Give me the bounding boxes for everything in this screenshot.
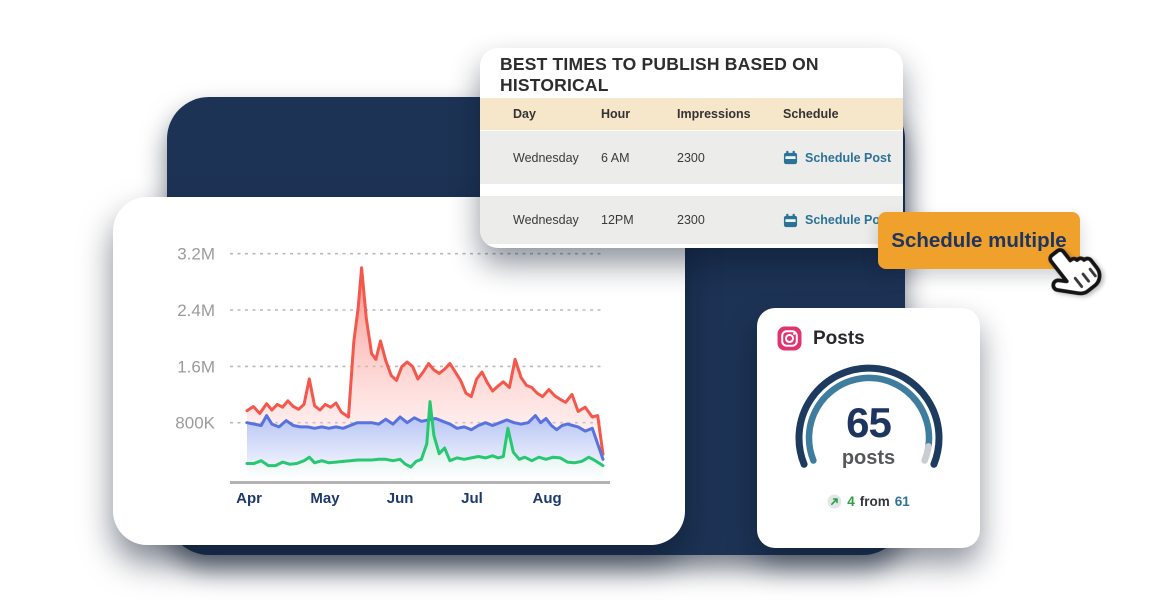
column-header-schedule: Schedule <box>783 107 839 121</box>
posts-gauge <box>795 364 942 468</box>
hand-pointer-cursor <box>1048 248 1102 296</box>
cell-impressions: 2300 <box>677 150 705 165</box>
schedule-post-link[interactable]: Schedule Post <box>783 213 903 228</box>
cell-impressions: 2300 <box>677 213 705 227</box>
x-tick-label: Jul <box>461 490 483 507</box>
column-header-hour: Hour <box>601 107 631 121</box>
green-series-area <box>247 401 603 479</box>
posts-unit-label: posts <box>841 447 896 469</box>
delta-connector: from <box>859 493 890 509</box>
best-times-card: BEST TIMES TO PUBLISH BASED ON HISTORICA… <box>480 48 903 248</box>
x-tick-label: May <box>310 490 340 507</box>
trend-up-icon <box>827 494 842 508</box>
instagram-icon <box>777 326 802 351</box>
column-header-impressions: Impressions <box>677 107 751 121</box>
cell-hour: 6 AM <box>601 150 630 165</box>
gauge-outer-arc <box>795 364 942 468</box>
cell-hour: 12PM <box>601 213 634 227</box>
green-series-line <box>245 400 605 469</box>
schedule-post-label: Schedule Post <box>805 213 892 227</box>
x-tick-label: Jun <box>387 490 414 507</box>
y-tick-label: 2.4M <box>177 301 215 320</box>
gauge-card-header: Posts <box>777 326 865 351</box>
gauge-progress-arc <box>805 374 932 464</box>
x-tick-label: Aug <box>533 490 562 507</box>
impressions-area-chart: 800K 1.6M 2.4M 3.2M Apr May Jun Jul Aug <box>175 245 610 507</box>
posts-gauge-card: Posts 65 posts 4 from 61 <box>757 308 980 548</box>
y-tick-label: 800K <box>175 414 215 433</box>
red-series-line <box>245 266 605 456</box>
y-tick-label: 1.6M <box>177 357 215 376</box>
posts-count: 65 <box>846 399 892 446</box>
gauge-card-title: Posts <box>813 327 865 349</box>
delta-previous: 61 <box>894 493 910 509</box>
schedule-multiple-button[interactable]: Schedule multiple <box>878 212 1080 269</box>
analytics-chart-card: 800K 1.6M 2.4M 3.2M Apr May Jun Jul Aug <box>113 197 685 545</box>
y-tick-label: 3.2M <box>177 245 215 264</box>
posts-delta: 4 from 61 <box>757 492 980 510</box>
x-tick-label: Apr <box>236 490 262 507</box>
gauge-remainder-arc <box>920 443 932 464</box>
schedule-post-label: Schedule Post <box>805 150 892 165</box>
cell-day: Wednesday <box>513 150 579 165</box>
cell-day: Wednesday <box>513 213 579 227</box>
calendar-icon <box>783 213 798 227</box>
column-header-day: Day <box>513 107 536 121</box>
delta-change: 4 <box>847 493 855 509</box>
schedule-post-link[interactable]: Schedule Post <box>783 150 903 165</box>
table-row: Wednesday 6 AM 2300 Schedule Post <box>480 131 903 184</box>
table-row: Wednesday 12PM 2300 Schedule Post <box>480 196 903 244</box>
calendar-icon <box>783 150 798 165</box>
best-times-title: BEST TIMES TO PUBLISH BASED ON HISTORICA… <box>500 54 819 95</box>
table-header: Day Hour Impressions Schedule <box>480 98 903 130</box>
